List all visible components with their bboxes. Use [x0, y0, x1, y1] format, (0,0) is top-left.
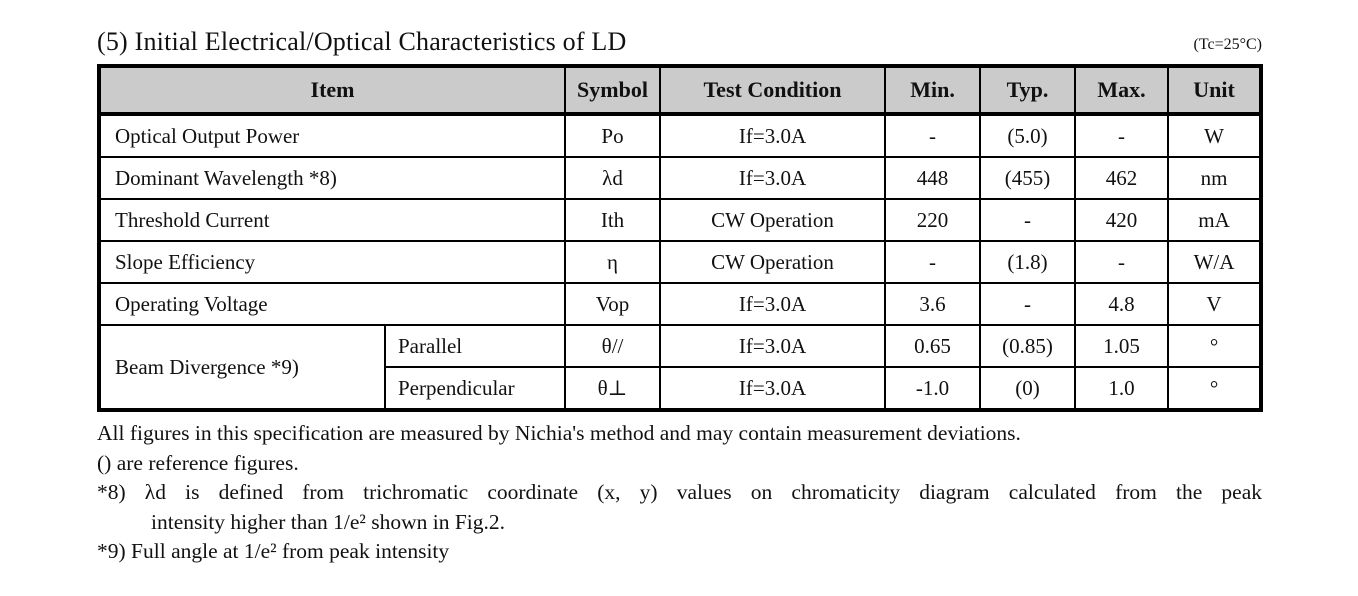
table-row-slope-efficiency: Slope Efficiency η CW Operation - (1.8) …: [97, 240, 1263, 284]
cell-min: 0.65: [884, 324, 982, 368]
cell-item: Slope Efficiency: [97, 240, 567, 284]
spec-table: Item Symbol Test Condition Min. Typ. Max…: [97, 64, 1264, 412]
cell-typ: (1.8): [979, 240, 1077, 284]
table-row-dominant-wavelength: Dominant Wavelength *8) λd If=3.0A 448 (…: [97, 156, 1263, 200]
col-header-item: Item: [97, 65, 567, 116]
cell-min: 448: [884, 156, 982, 200]
col-header-min: Min.: [884, 65, 982, 116]
cell-item: Dominant Wavelength *8): [97, 156, 567, 200]
cell-unit: °: [1167, 366, 1263, 411]
cell-max: 4.8: [1074, 282, 1170, 326]
title-row: (5) Initial Electrical/Optical Character…: [97, 27, 1262, 57]
cell-symbol: Po: [564, 113, 662, 158]
table-row-threshold-current: Threshold Current Ith CW Operation 220 -…: [97, 198, 1263, 242]
table-row-operating-voltage: Operating Voltage Vop If=3.0A 3.6 - 4.8 …: [97, 282, 1263, 326]
cell-unit: W/A: [1167, 240, 1263, 284]
case-temperature-note: (Tc=25°C): [1193, 36, 1262, 53]
cell-min: 220: [884, 198, 982, 242]
cell-symbol: θ⊥: [564, 366, 662, 411]
cell-item: Beam Divergence *9): [98, 324, 386, 411]
cell-min: -: [884, 113, 982, 158]
col-header-max: Max.: [1074, 65, 1170, 116]
cell-symbol: Vop: [564, 282, 662, 326]
cell-min: -1.0: [884, 366, 982, 411]
cell-max: 1.05: [1074, 324, 1170, 368]
cell-typ: -: [979, 198, 1077, 242]
cell-max: 1.0: [1074, 366, 1170, 411]
cell-symbol: λd: [564, 156, 662, 200]
cell-item: Operating Voltage: [97, 282, 567, 326]
cell-typ: (0): [979, 366, 1077, 411]
cell-min: 3.6: [884, 282, 982, 326]
cell-condition: If=3.0A: [659, 113, 887, 158]
cell-unit: °: [1167, 324, 1263, 368]
cell-condition: If=3.0A: [659, 282, 887, 326]
cell-unit: nm: [1167, 156, 1263, 200]
cell-typ: (455): [979, 156, 1077, 200]
notes-block: All figures in this specification are me…: [97, 419, 1262, 567]
cell-symbol: η: [564, 240, 662, 284]
table-row-optical-output-power: Optical Output Power Po If=3.0A - (5.0) …: [97, 113, 1263, 158]
cell-typ: (0.85): [979, 324, 1077, 368]
cell-condition: CW Operation: [659, 198, 887, 242]
note-reference: () are reference figures.: [97, 450, 299, 475]
cell-unit: W: [1167, 113, 1263, 158]
cell-condition: If=3.0A: [659, 156, 887, 200]
header-row: Item Symbol Test Condition Min. Typ. Max…: [97, 65, 1263, 116]
cell-item: Threshold Current: [97, 198, 567, 242]
cell-max: 420: [1074, 198, 1170, 242]
table-row-beam-divergence-parallel: Beam Divergence *9) Parallel θ// If=3.0A…: [98, 324, 1263, 411]
note-8-line1: *8) λd is defined from trichromatic coor…: [97, 480, 1262, 504]
cell-item: Optical Output Power: [97, 113, 567, 158]
col-header-unit: Unit: [1167, 65, 1263, 116]
cell-symbol: θ//: [564, 324, 662, 368]
note-9: *9) Full angle at 1/e² from peak intensi…: [97, 539, 450, 563]
cell-max: -: [1074, 113, 1170, 158]
note-measurement: All figures in this specification are me…: [97, 421, 1021, 445]
cell-unit: V: [1167, 282, 1263, 326]
note-8-line2: intensity higher than 1/e² shown in Fig.…: [151, 509, 506, 534]
cell-typ: (5.0): [979, 113, 1077, 158]
cell-condition: If=3.0A: [659, 324, 887, 368]
cell-condition: If=3.0A: [659, 366, 887, 411]
cell-max: -: [1074, 240, 1170, 284]
section-title: (5) Initial Electrical/Optical Character…: [97, 27, 627, 56]
cell-symbol: Ith: [564, 198, 662, 242]
table-row-beam-divergence-perpendicular: Perpendicular θ⊥ If=3.0A -1.0 (0) 1.0 °: [99, 366, 1263, 411]
col-header-test-condition: Test Condition: [659, 65, 887, 116]
col-header-symbol: Symbol: [564, 65, 662, 116]
cell-typ: -: [979, 282, 1077, 326]
cell-unit: mA: [1167, 198, 1263, 242]
cell-sub-item: Parallel: [383, 324, 567, 368]
col-header-typ: Typ.: [979, 65, 1077, 116]
cell-min: -: [884, 240, 982, 284]
cell-condition: CW Operation: [659, 240, 887, 284]
cell-sub-item: Perpendicular: [383, 366, 567, 411]
cell-max: 462: [1074, 156, 1170, 200]
